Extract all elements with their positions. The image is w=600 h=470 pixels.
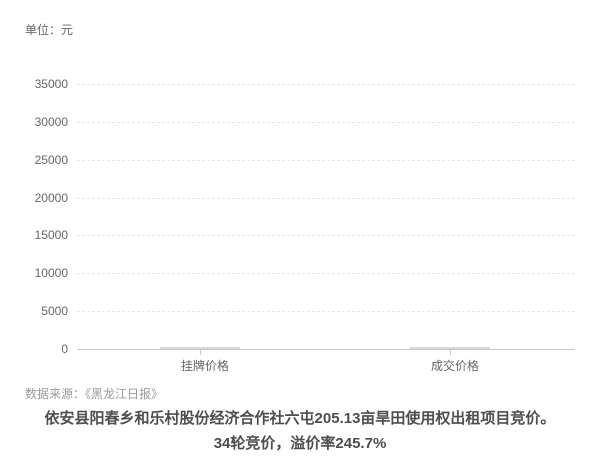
x-axis-tick [200,350,201,355]
chart-caption: 依安县阳春乡和乐村股份经济合作社六屯205.13亩旱田使用权出租项目竞价。 34… [0,406,600,456]
y-axis-tick-label: 20000 [34,191,68,205]
x-axis-category-label: 挂牌价格 [180,359,229,373]
data-source-text: 数据来源：《黑龙江日报》 [25,387,164,401]
gridline [77,311,575,312]
gridline [77,84,575,85]
y-axis-tick-label: 15000 [34,228,68,242]
bar-transaction-price [410,347,490,349]
unit-label: 单位：元 [25,23,74,37]
bar-listing-price [160,347,240,349]
gridline [77,273,575,274]
y-axis-tick-label: 35000 [34,77,68,91]
gridline [77,235,575,236]
gridline [77,198,575,199]
gridline [77,160,575,161]
x-axis-tick [450,350,451,355]
x-axis-line [77,349,575,350]
x-axis-category-label: 成交价格 [430,359,479,373]
y-axis-tick-label: 25000 [34,153,68,167]
gridline [77,122,575,123]
caption-line-2: 34轮竞价，溢价率245.7% [213,435,387,452]
y-axis-tick-label: 10000 [34,266,68,280]
y-axis-tick-label: 30000 [34,115,68,129]
y-axis-tick-label: 0 [61,342,68,356]
y-axis-tick-label: 5000 [41,304,68,318]
caption-line-1: 依安县阳春乡和乐村股份经济合作社六屯205.13亩旱田使用权出租项目竞价。 [44,410,556,427]
